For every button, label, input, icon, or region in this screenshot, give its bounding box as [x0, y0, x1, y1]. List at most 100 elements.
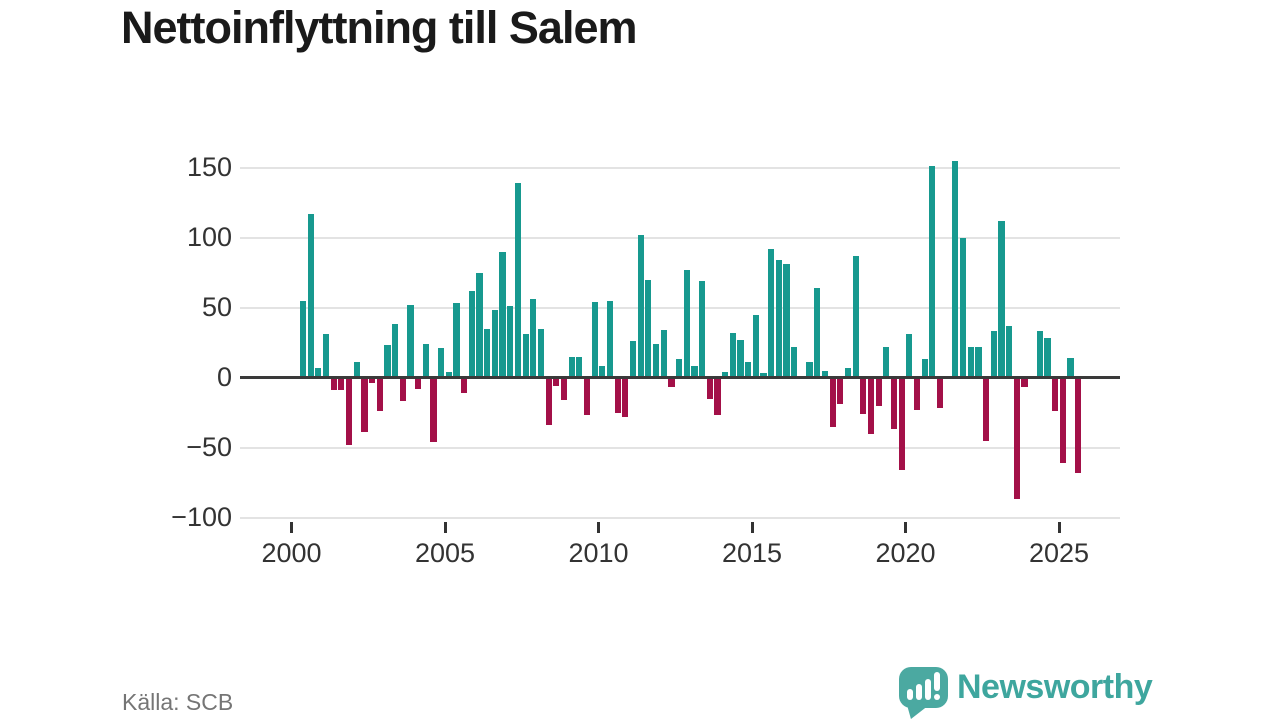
gridline — [240, 166, 1120, 169]
bar — [990, 331, 997, 378]
newsworthy-logo-icon — [899, 667, 948, 719]
bar — [614, 377, 621, 413]
x-tick-mark — [443, 522, 447, 533]
bar — [883, 346, 890, 378]
bar — [783, 264, 790, 378]
bar — [844, 367, 852, 378]
bar — [699, 280, 706, 378]
bar — [637, 234, 644, 378]
bar — [814, 287, 821, 378]
bar — [714, 377, 721, 416]
bar — [553, 377, 560, 386]
speech-bubble-shape — [899, 667, 948, 708]
bar — [998, 220, 1005, 378]
bar — [568, 356, 575, 378]
bar — [959, 237, 967, 378]
bar — [622, 377, 629, 417]
bar — [330, 377, 337, 391]
bar — [576, 356, 583, 378]
bar — [906, 334, 913, 378]
zero-axis-line — [240, 376, 1120, 379]
bar — [392, 324, 399, 378]
x-tick-label: 2010 — [568, 538, 629, 568]
x-tick-label: 2020 — [875, 538, 936, 568]
bar — [722, 371, 729, 378]
logo-exclamation-dot — [934, 694, 940, 700]
bar — [768, 248, 775, 378]
bar — [422, 343, 429, 378]
brand-name: Newsworthy — [957, 668, 1153, 706]
bar — [1006, 325, 1013, 378]
gridline — [240, 306, 1120, 309]
bar — [430, 377, 437, 442]
y-tick-label: 150 — [186, 152, 232, 182]
bar — [1067, 357, 1074, 378]
bar — [829, 377, 836, 427]
bar — [975, 346, 982, 378]
bar — [514, 182, 521, 378]
bar — [1013, 377, 1020, 500]
bar — [791, 346, 798, 378]
bar — [491, 310, 498, 378]
logo-exclamation-stem — [934, 672, 940, 691]
bar — [522, 334, 529, 378]
logo-bar-1 — [907, 689, 913, 700]
bar — [875, 377, 882, 406]
bar — [660, 329, 667, 378]
bar — [913, 377, 921, 410]
x-tick-mark — [290, 522, 293, 533]
x-tick-label: 2025 — [1028, 538, 1090, 568]
bar — [530, 299, 537, 378]
bar — [760, 373, 767, 378]
bar — [706, 377, 713, 399]
bar — [729, 332, 736, 378]
bar — [468, 290, 475, 378]
bar — [1052, 377, 1059, 412]
bar — [645, 279, 652, 378]
x-tick-mark — [904, 522, 907, 533]
bar — [967, 346, 974, 378]
bar — [806, 362, 813, 378]
bar — [1059, 377, 1066, 463]
bar — [676, 359, 683, 378]
y-tick-label: −50 — [186, 432, 232, 462]
bar — [1021, 377, 1028, 388]
y-tick-label: 0 — [216, 362, 232, 392]
bar — [745, 362, 752, 378]
bar — [545, 377, 552, 426]
bar — [898, 377, 905, 470]
bar — [345, 377, 353, 445]
bar — [322, 334, 330, 378]
speech-bubble-tail — [907, 705, 929, 719]
bar — [353, 362, 360, 378]
bar — [921, 359, 928, 378]
bar — [929, 166, 936, 378]
bar — [583, 377, 591, 416]
x-tick-mark — [597, 522, 600, 533]
bar — [668, 377, 675, 388]
x-tick-label: 2000 — [261, 538, 322, 568]
y-tick-label: 100 — [186, 222, 232, 252]
gridline — [240, 236, 1120, 239]
bar — [445, 371, 452, 378]
bar — [737, 339, 744, 378]
bar — [983, 377, 990, 441]
bar — [307, 213, 314, 378]
bar — [752, 314, 759, 378]
source-caption: Källa: SCB — [122, 689, 234, 715]
bar — [384, 345, 391, 378]
bar — [691, 366, 698, 378]
bar — [606, 300, 614, 378]
bar — [407, 304, 414, 378]
bar — [560, 377, 568, 400]
bar — [867, 377, 875, 434]
bar — [591, 301, 598, 378]
bar — [860, 377, 867, 414]
bar — [484, 328, 491, 378]
bar — [369, 377, 376, 384]
bar — [453, 303, 460, 378]
bar — [537, 328, 545, 378]
x-tick-mark — [1057, 522, 1061, 533]
chart-title: Nettoinflyttning till Salem — [121, 2, 638, 53]
logo-bar-3 — [925, 679, 931, 700]
